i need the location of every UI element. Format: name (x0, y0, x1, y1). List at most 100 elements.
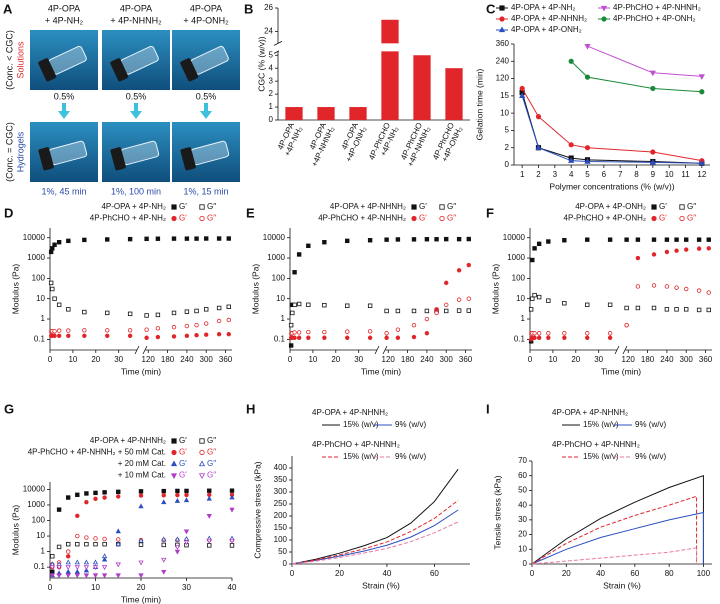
marker (706, 307, 711, 313)
legend-label: G″ (447, 202, 456, 211)
legend-label: G′ (419, 202, 427, 211)
vial-cap (110, 147, 126, 171)
y-tick-label: 24 (264, 27, 273, 36)
marker (93, 541, 98, 547)
legend-label: 4P-PhCHO + 4P-NHNH₂ (613, 3, 701, 12)
marker (684, 247, 689, 252)
marker (226, 317, 231, 323)
column-header: + 4P-NHNH₂ (110, 15, 162, 25)
legend-label: G″ (687, 214, 696, 223)
bar (413, 55, 431, 120)
marker (536, 331, 542, 336)
marker (411, 308, 417, 314)
marker (395, 308, 401, 314)
marker (679, 215, 685, 222)
x-tick-label: 30 (594, 355, 603, 364)
y-tick-label: 30 (518, 515, 527, 524)
x-tick-label: 100 (697, 569, 711, 578)
marker (56, 565, 62, 571)
marker (155, 334, 161, 340)
marker (568, 157, 575, 163)
marker (194, 308, 199, 314)
legend-label: 15% (w/v) (583, 420, 619, 429)
marker (161, 542, 166, 548)
marker (65, 568, 71, 574)
axis-break (382, 345, 388, 355)
x-tick-label: 30 (114, 355, 123, 364)
marker (83, 559, 90, 565)
series-line (291, 468, 459, 565)
y-tick-label: 70 (518, 456, 527, 465)
marker (102, 495, 107, 500)
marker (664, 307, 670, 312)
marker (174, 545, 181, 550)
marker (296, 252, 302, 257)
legend-label: G″ (447, 214, 456, 223)
x-tick-label: 20 (562, 569, 571, 578)
marker (607, 335, 613, 340)
marker (498, 26, 506, 33)
marker (322, 240, 327, 245)
marker (184, 492, 189, 498)
marker (48, 280, 54, 286)
marker (532, 246, 537, 251)
marker (345, 238, 350, 244)
marker (115, 528, 121, 534)
y-tick-label: 1000 (267, 253, 285, 262)
x-tick-label: 120 (382, 355, 396, 364)
marker (74, 559, 80, 565)
marker (456, 297, 462, 302)
marker (65, 559, 71, 565)
column-header: + 4P-ONH₂ (183, 15, 229, 25)
legend-label: G′ (179, 436, 187, 445)
legend-group: 4P-OPA + 4P-NHNH₂ (90, 436, 166, 445)
marker (698, 159, 705, 166)
marker (56, 573, 62, 579)
legend-label: 4P-PhCHO + 4P-ONH₂ (613, 14, 695, 23)
marker (75, 492, 80, 498)
marker (679, 204, 685, 210)
marker (183, 529, 190, 535)
marker (546, 239, 551, 244)
marker (584, 74, 591, 80)
x-tick-label: 240 (180, 355, 194, 364)
y-tick-label: 40 (518, 500, 527, 509)
marker (345, 335, 350, 340)
marker (74, 565, 80, 571)
bar (445, 68, 463, 120)
marker (93, 490, 98, 496)
y-tick-label: 10 (36, 294, 45, 303)
legend-label: G′ (179, 202, 187, 211)
y-tick-label: 300 (274, 487, 288, 496)
marker (161, 488, 166, 494)
marker (651, 204, 657, 210)
marker (229, 507, 235, 513)
y-tick-label: 0.1 (34, 334, 46, 343)
legend-label: 15% (w/v) (583, 452, 619, 461)
series-line (521, 88, 702, 162)
x-tick-label: 300 (680, 355, 694, 364)
marker (216, 305, 222, 311)
legend-label: G′ (179, 214, 187, 223)
marker (49, 573, 55, 579)
y-tick-label: 240 (496, 56, 510, 65)
legend-group: 4P-PhCHO + 4P-NHNH₂ (312, 440, 400, 449)
legend-group: 4P-PhCHO + 4P-NHNH₂ (318, 214, 406, 223)
y-tick-label: 20 (518, 530, 527, 539)
y-tick-label: 10 (276, 294, 285, 303)
y-tick-label: 0 (269, 115, 274, 124)
marker (568, 58, 574, 64)
marker (292, 335, 297, 340)
panel-label: E (246, 205, 255, 220)
panel-label: H (246, 401, 255, 416)
category-label: 4P-OPA+4P-ONH₂ (340, 121, 368, 164)
marker (75, 533, 80, 539)
marker (75, 513, 80, 519)
y-tick-label: 100 (272, 273, 286, 282)
series-line (521, 92, 702, 164)
marker (466, 236, 471, 242)
marker (105, 237, 110, 242)
marker (207, 543, 212, 548)
marker (161, 536, 167, 542)
y-tick-label: 10000 (23, 233, 46, 242)
